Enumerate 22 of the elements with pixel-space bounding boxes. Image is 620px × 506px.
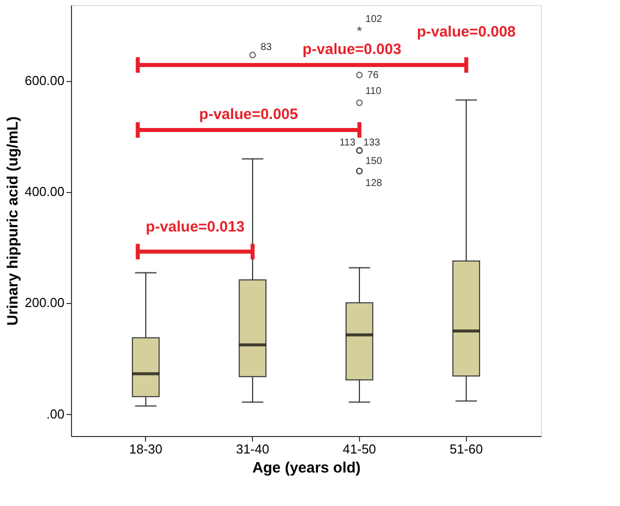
annotation: 150	[365, 156, 383, 168]
annotation: 113	[339, 138, 356, 149]
y-tick-label: .00	[46, 406, 64, 422]
y-tick-label: 600.00	[24, 73, 64, 88]
annotation: 128	[365, 178, 383, 190]
y-axis-title: Urinary hippuric acid (ug/mL)	[4, 116, 22, 326]
annotation: p-value=0.008	[416, 24, 516, 41]
annotation: 102	[365, 14, 383, 25]
annotation: p-value=0.005	[199, 106, 298, 123]
x-tick-label: 51-60	[450, 442, 483, 456]
annotation: 83	[260, 42, 272, 53]
x-tick-label: 41-50	[342, 442, 376, 456]
annotation: p-value=0.003	[302, 40, 402, 58]
x-tick-label: 18-30	[129, 442, 162, 456]
x-tick-label: 31-40	[236, 442, 270, 456]
annotation: 133	[363, 138, 381, 149]
annotation: 76	[367, 70, 379, 81]
y-tick-label: 200.00	[24, 295, 64, 310]
annotation: p-value=0.013	[146, 218, 245, 236]
annotation: 110	[365, 86, 382, 97]
y-tick-label: 400.00	[24, 184, 64, 200]
x-axis-title: Age (years old)	[252, 460, 361, 476]
